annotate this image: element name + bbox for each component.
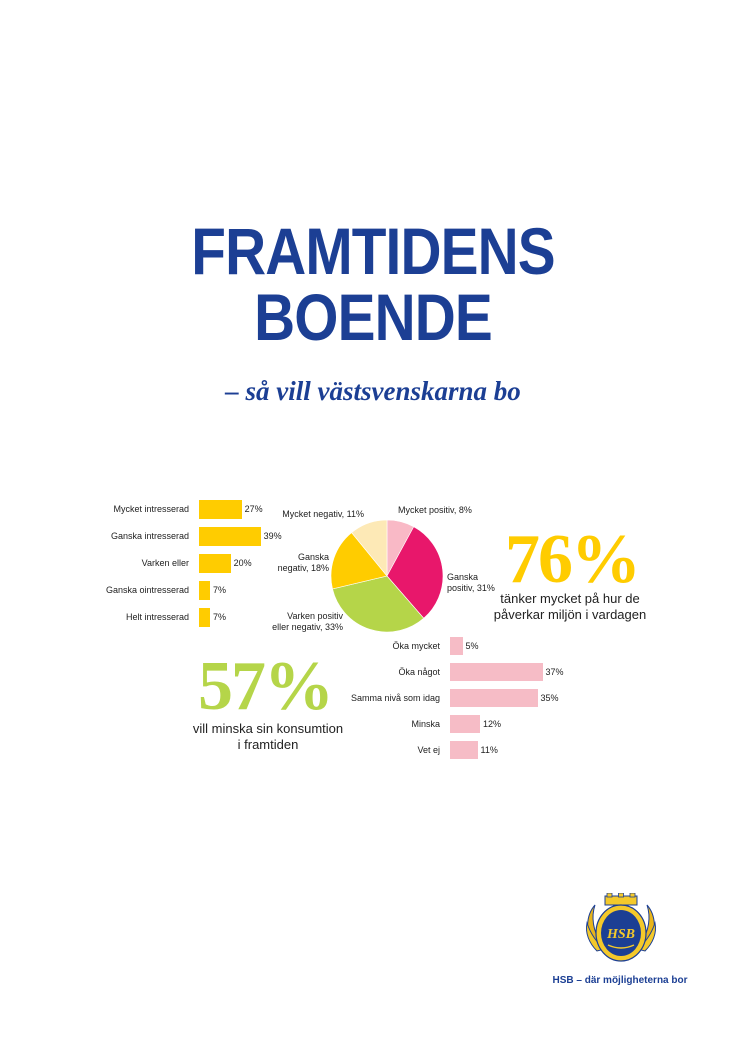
stat-left-caption-line-2: i framtiden xyxy=(237,737,299,752)
pie-slice-label: Ganska negativ, 18% xyxy=(278,552,329,574)
crown-icon xyxy=(604,893,638,906)
pie-slice-label: Ganska positiv, 31% xyxy=(447,572,495,594)
pie-label-line: negativ, 18% xyxy=(277,563,329,573)
pie-label-line: positiv, 31% xyxy=(447,583,495,593)
logo-text: HSB xyxy=(606,927,635,942)
bar-value-label: 27% xyxy=(244,504,263,514)
pie-slice-label: Mycket negativ, 11% xyxy=(282,509,364,520)
pie-slice-label: Varken positiv eller negativ, 33% xyxy=(272,611,343,633)
bar xyxy=(450,689,538,707)
pie-slice xyxy=(330,532,388,590)
bar xyxy=(450,715,480,733)
logo-tagline: HSB – där möjligheterna bor xyxy=(552,975,688,986)
bar-value-label: 35% xyxy=(540,692,559,703)
stat-right-caption-line-2: påverkar miljön i vardagen xyxy=(493,607,647,622)
bar-category-label: Vet ej xyxy=(417,744,440,755)
stat-left-value: 57% xyxy=(198,648,334,725)
bar-category-label: Helt intresserad xyxy=(125,612,189,622)
bar xyxy=(199,527,261,546)
stat-left-caption-line-1: vill minska sin konsumtion xyxy=(192,721,344,736)
pie-label-line: eller negativ, 33% xyxy=(272,622,343,632)
hsb-logo: HSB xyxy=(586,893,656,962)
bar-category-label: Ganska intresserad xyxy=(110,531,189,541)
pie-label-line: Ganska xyxy=(447,572,479,582)
bar xyxy=(450,663,543,681)
page-title: FRAMTIDENS BOENDE xyxy=(52,218,694,350)
bar xyxy=(450,637,463,655)
pie-label-line: Varken positiv xyxy=(287,611,343,621)
title-line-2: BOENDE xyxy=(254,280,493,354)
pie-slice-label: Mycket positiv, 8% xyxy=(398,505,472,516)
bar-category-label: Varken eller xyxy=(141,558,189,568)
bar-value-label: 7% xyxy=(213,612,227,622)
bar-value-label: 7% xyxy=(213,585,227,595)
bar-category-label: Öka något xyxy=(398,666,440,677)
pie-label-line: Ganska xyxy=(297,552,329,562)
stat-left-caption: vill minska sin konsumtion i framtiden xyxy=(178,721,358,753)
attitude-pie-chart xyxy=(330,519,444,633)
bar-value-label: 39% xyxy=(263,531,282,541)
bar-value-label: 37% xyxy=(545,666,564,677)
stat-right-value: 76% xyxy=(505,521,641,598)
stat-right-caption: tänker mycket på hur de påverkar miljön … xyxy=(480,591,660,623)
bar xyxy=(199,554,231,573)
pie-slice xyxy=(332,575,425,633)
bar-category-label: Samma nivå som idag xyxy=(350,692,440,703)
bar xyxy=(450,741,478,759)
bar-category-label: Mycket intresserad xyxy=(113,504,189,514)
pie-label-line: Mycket negativ, 11% xyxy=(282,509,364,519)
bar xyxy=(199,500,242,519)
bar-category-label: Ganska ointresserad xyxy=(105,585,189,595)
pie-slice xyxy=(351,519,388,577)
bar-value-label: 5% xyxy=(465,640,479,651)
bar-category-label: Minska xyxy=(411,718,440,729)
stat-right-caption-line-1: tänker mycket på hur de xyxy=(500,591,640,606)
bar xyxy=(199,608,211,627)
bar-category-label: Öka mycket xyxy=(392,640,440,651)
bar-value-label: 11% xyxy=(480,744,498,755)
pie-label-line: Mycket positiv, 8% xyxy=(398,505,472,515)
title-line-1: FRAMTIDENS xyxy=(191,214,555,288)
page-subtitle: – så vill västsvenskarna bo xyxy=(225,376,521,406)
bar-value-label: 20% xyxy=(233,558,252,568)
pie-slice xyxy=(386,526,444,619)
bar xyxy=(199,581,211,600)
bar-value-label: 12% xyxy=(483,718,502,729)
